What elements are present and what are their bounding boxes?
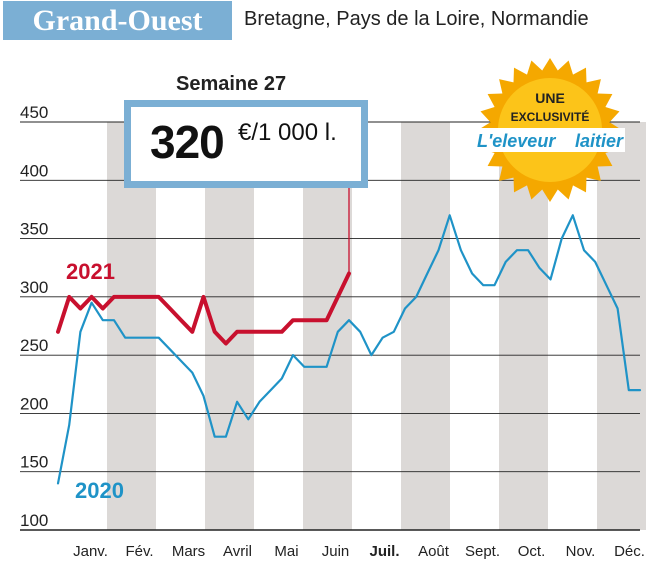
y-tick-label: 350 xyxy=(20,220,48,239)
badge-brand-1: L'eleveur xyxy=(477,131,556,151)
x-tick-label: Juin xyxy=(322,543,350,560)
price-callout: 320 €/1 000 l. xyxy=(124,100,368,188)
exclusive-badge: UNE EXCLUSIVITÉ L'eleveur laitier xyxy=(475,58,625,202)
price-unit: €/1 000 l. xyxy=(238,119,337,146)
y-tick-labels: 100 150 200 250 300 350 400 450 xyxy=(20,103,48,530)
month-bands xyxy=(107,122,646,530)
y-tick-label: 150 xyxy=(20,453,48,472)
y-tick-label: 450 xyxy=(20,103,48,122)
x-tick-label: Mars xyxy=(172,543,205,560)
x-tick-label: Juil. xyxy=(369,543,399,560)
series-line-2021 xyxy=(56,271,351,346)
badge-brand-strip xyxy=(475,128,625,152)
month-band xyxy=(597,122,646,530)
x-tick-label: Déc. xyxy=(614,543,645,560)
week-label: Semaine 27 xyxy=(176,73,287,95)
x-tick-label: Janv. xyxy=(73,543,108,560)
x-tick-label: Fév. xyxy=(125,543,153,560)
month-band xyxy=(401,122,450,530)
x-tick-labels: Janv. Fév. Mars Avril Mai Juin Juil. Août Sept. O… xyxy=(73,543,645,560)
region-subtitle: Bretagne, Pays de la Loire, Normandie xyxy=(244,8,589,30)
badge-line-1: UNE xyxy=(535,90,565,106)
series-label-2021: 2021 xyxy=(66,259,115,284)
x-tick-label: Sept. xyxy=(465,543,500,560)
y-tick-label: 250 xyxy=(20,336,48,355)
badge-brand-2: laitier xyxy=(575,131,624,151)
x-tick-label: Oct. xyxy=(518,543,546,560)
series-lines xyxy=(56,214,642,485)
series-line-2020 xyxy=(56,214,642,485)
badge-line-2: EXCLUSIVITÉ xyxy=(511,109,590,124)
y-tick-label: 100 xyxy=(20,511,48,530)
y-tick-label: 400 xyxy=(20,161,48,180)
y-tick-label: 300 xyxy=(20,278,48,297)
price-value: 320 xyxy=(150,116,225,168)
x-tick-label: Nov. xyxy=(566,543,596,560)
region-title: Grand-Ouest xyxy=(3,1,232,40)
x-tick-label: Août xyxy=(418,543,450,560)
series-label-2020: 2020 xyxy=(75,478,124,503)
y-tick-label: 200 xyxy=(20,394,48,413)
month-band xyxy=(107,122,156,530)
x-tick-label: Mai xyxy=(274,543,298,560)
x-tick-label: Avril xyxy=(223,543,252,560)
